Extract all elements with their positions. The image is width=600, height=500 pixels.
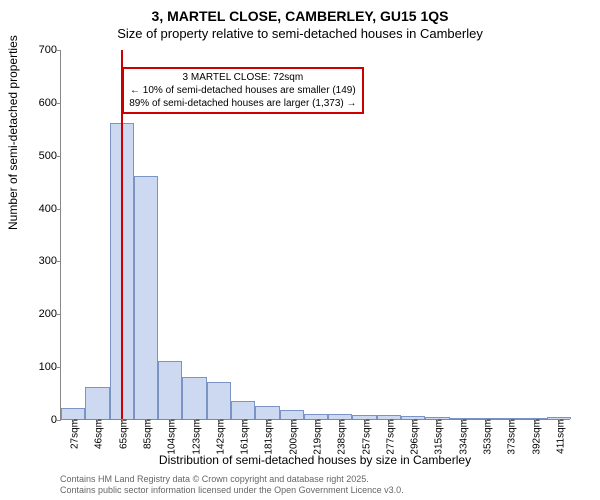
x-tick-mark	[486, 419, 487, 423]
x-tick-mark	[219, 419, 220, 423]
histogram-bar	[134, 176, 158, 419]
histogram-bar	[377, 415, 401, 419]
x-tick-mark	[97, 419, 98, 423]
y-tick-mark	[57, 50, 61, 51]
histogram-bar	[304, 414, 328, 419]
x-tick-label: 315sqm	[430, 419, 445, 455]
histogram-bar	[425, 417, 449, 419]
x-tick-label: 219sqm	[309, 419, 324, 455]
histogram-bar	[280, 410, 304, 420]
histogram-bar	[158, 361, 182, 419]
x-tick-mark	[559, 419, 560, 423]
histogram-bar	[522, 418, 546, 419]
x-tick-label: 296sqm	[406, 419, 421, 455]
x-tick-mark	[146, 419, 147, 423]
x-tick-mark	[389, 419, 390, 423]
x-tick-label: 353sqm	[479, 419, 494, 455]
x-tick-mark	[122, 419, 123, 423]
histogram-bar	[547, 417, 571, 419]
x-tick-mark	[413, 419, 414, 423]
x-tick-label: 104sqm	[163, 419, 178, 455]
x-tick-label: 123sqm	[187, 419, 202, 455]
x-tick-label: 200sqm	[284, 419, 299, 455]
histogram-bar	[85, 387, 109, 419]
chart-container: 3, MARTEL CLOSE, CAMBERLEY, GU15 1QS Siz…	[0, 0, 600, 500]
x-tick-mark	[316, 419, 317, 423]
y-tick-mark	[57, 103, 61, 104]
histogram-bar	[328, 414, 352, 419]
annotation-line: 3 MARTEL CLOSE: 72sqm	[129, 71, 356, 84]
x-tick-label: 257sqm	[357, 419, 372, 455]
credits: Contains HM Land Registry data © Crown c…	[60, 474, 404, 496]
x-axis-label: Distribution of semi-detached houses by …	[60, 453, 570, 467]
x-tick-mark	[365, 419, 366, 423]
chart-title-main: 3, MARTEL CLOSE, CAMBERLEY, GU15 1QS	[0, 0, 600, 24]
annotation-line: ← 10% of semi-detached houses are smalle…	[129, 84, 356, 97]
histogram-bar	[207, 382, 231, 419]
x-tick-mark	[437, 419, 438, 423]
histogram-bar	[231, 401, 255, 420]
x-tick-mark	[73, 419, 74, 423]
x-tick-label: 27sqm	[66, 419, 81, 449]
y-tick-mark	[57, 367, 61, 368]
y-tick-mark	[57, 314, 61, 315]
histogram-bar	[182, 377, 206, 419]
histogram-bar	[498, 418, 522, 419]
credits-line2: Contains public sector information licen…	[60, 485, 404, 496]
x-tick-label: 142sqm	[211, 419, 226, 455]
x-tick-label: 411sqm	[551, 419, 566, 454]
histogram-bar	[401, 416, 425, 419]
x-tick-label: 65sqm	[114, 419, 129, 449]
x-tick-label: 277sqm	[381, 419, 396, 455]
x-tick-mark	[170, 419, 171, 423]
x-tick-mark	[292, 419, 293, 423]
x-tick-mark	[535, 419, 536, 423]
x-tick-mark	[195, 419, 196, 423]
histogram-bar	[61, 408, 85, 419]
y-tick-mark	[57, 261, 61, 262]
x-tick-label: 334sqm	[454, 419, 469, 455]
annotation-box: 3 MARTEL CLOSE: 72sqm← 10% of semi-detac…	[122, 67, 363, 114]
x-tick-label: 392sqm	[527, 419, 542, 455]
chart-title-sub: Size of property relative to semi-detach…	[0, 24, 600, 41]
credits-line1: Contains HM Land Registry data © Crown c…	[60, 474, 404, 485]
x-tick-label: 373sqm	[503, 419, 518, 455]
y-tick-mark	[57, 156, 61, 157]
x-tick-label: 46sqm	[90, 419, 105, 449]
histogram-bar	[450, 418, 474, 419]
plot-area: 010020030040050060070027sqm46sqm65sqm85s…	[60, 50, 570, 420]
y-axis-label: Number of semi-detached properties	[6, 35, 20, 230]
x-tick-label: 85sqm	[139, 419, 154, 449]
y-tick-mark	[57, 209, 61, 210]
x-tick-mark	[462, 419, 463, 423]
histogram-bar	[474, 418, 498, 419]
y-tick-mark	[57, 420, 61, 421]
histogram-bar	[352, 415, 376, 419]
x-tick-mark	[510, 419, 511, 423]
x-tick-mark	[267, 419, 268, 423]
x-tick-mark	[340, 419, 341, 423]
x-tick-label: 238sqm	[333, 419, 348, 455]
x-tick-mark	[243, 419, 244, 423]
x-tick-label: 161sqm	[236, 419, 251, 455]
annotation-line: 89% of semi-detached houses are larger (…	[129, 97, 356, 110]
x-tick-label: 181sqm	[260, 419, 275, 455]
histogram-bar	[255, 406, 279, 419]
